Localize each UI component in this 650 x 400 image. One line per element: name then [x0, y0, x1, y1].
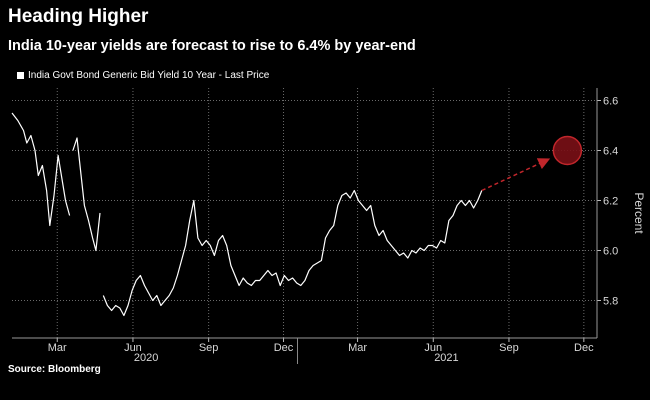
x-tick-label: Dec [274, 342, 294, 354]
y-tick-label: 5.8 [603, 296, 618, 308]
x-tick-label: Mar [48, 342, 67, 354]
x-tick-label: Sep [199, 342, 219, 354]
y-axis-title: Percent [632, 192, 646, 234]
legend-swatch [17, 72, 24, 79]
legend-label: India Govt Bond Generic Bid Yield 10 Yea… [28, 70, 270, 81]
x-tick-label: Mar [348, 342, 367, 354]
y-tick-label: 6.6 [603, 96, 618, 108]
year-label: 2020 [134, 352, 158, 364]
year-label: 2021 [434, 352, 458, 364]
x-tick-label: Jun [424, 342, 442, 354]
forecast-target-circle [552, 135, 583, 166]
chart-subtitle: India 10-year yields are forecast to ris… [8, 38, 416, 54]
y-tick-label: 6.4 [603, 146, 618, 158]
series-line [11, 112, 483, 317]
x-tick-label: Dec [574, 342, 594, 354]
source-note: Source: Bloomberg [8, 364, 101, 375]
x-tick-label: Sep [499, 342, 519, 354]
x-tick-label: Jun [124, 342, 142, 354]
y-tick-label: 6.2 [603, 196, 618, 208]
y-tick-label: 6.0 [603, 246, 618, 258]
chart-legend: India Govt Bond Generic Bid Yield 10 Yea… [17, 70, 269, 81]
forecast-arrow [481, 158, 551, 192]
chart-title: Heading Higher [8, 6, 149, 27]
